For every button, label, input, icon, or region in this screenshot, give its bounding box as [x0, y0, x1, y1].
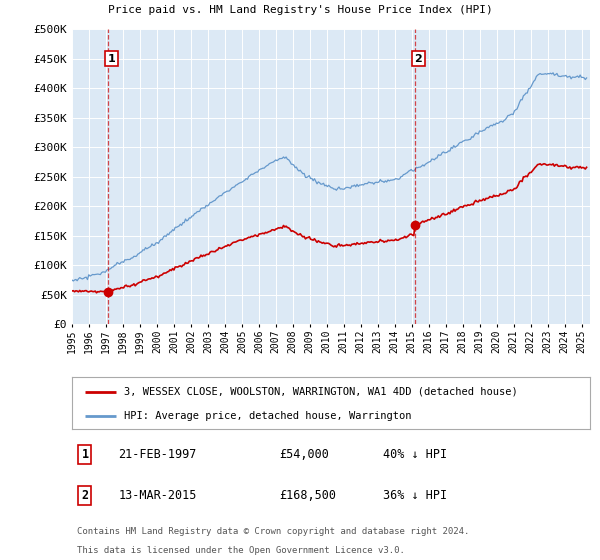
- Text: 1: 1: [82, 449, 89, 461]
- Text: Contains HM Land Registry data © Crown copyright and database right 2024.: Contains HM Land Registry data © Crown c…: [77, 527, 470, 536]
- Text: £54,000: £54,000: [279, 449, 329, 461]
- Text: This data is licensed under the Open Government Licence v3.0.: This data is licensed under the Open Gov…: [77, 546, 405, 555]
- Text: 36% ↓ HPI: 36% ↓ HPI: [383, 489, 447, 502]
- Text: HPI: Average price, detached house, Warrington: HPI: Average price, detached house, Warr…: [124, 411, 412, 421]
- Text: 1: 1: [107, 54, 115, 63]
- Text: 2: 2: [415, 54, 422, 63]
- Text: 2: 2: [82, 489, 89, 502]
- Text: £168,500: £168,500: [279, 489, 336, 502]
- Text: Price paid vs. HM Land Registry's House Price Index (HPI): Price paid vs. HM Land Registry's House …: [107, 5, 493, 15]
- Text: 40% ↓ HPI: 40% ↓ HPI: [383, 449, 447, 461]
- Text: 3, WESSEX CLOSE, WOOLSTON, WARRINGTON, WA1 4DD (detached house): 3, WESSEX CLOSE, WOOLSTON, WARRINGTON, W…: [124, 386, 518, 396]
- Text: 13-MAR-2015: 13-MAR-2015: [119, 489, 197, 502]
- Text: 21-FEB-1997: 21-FEB-1997: [119, 449, 197, 461]
